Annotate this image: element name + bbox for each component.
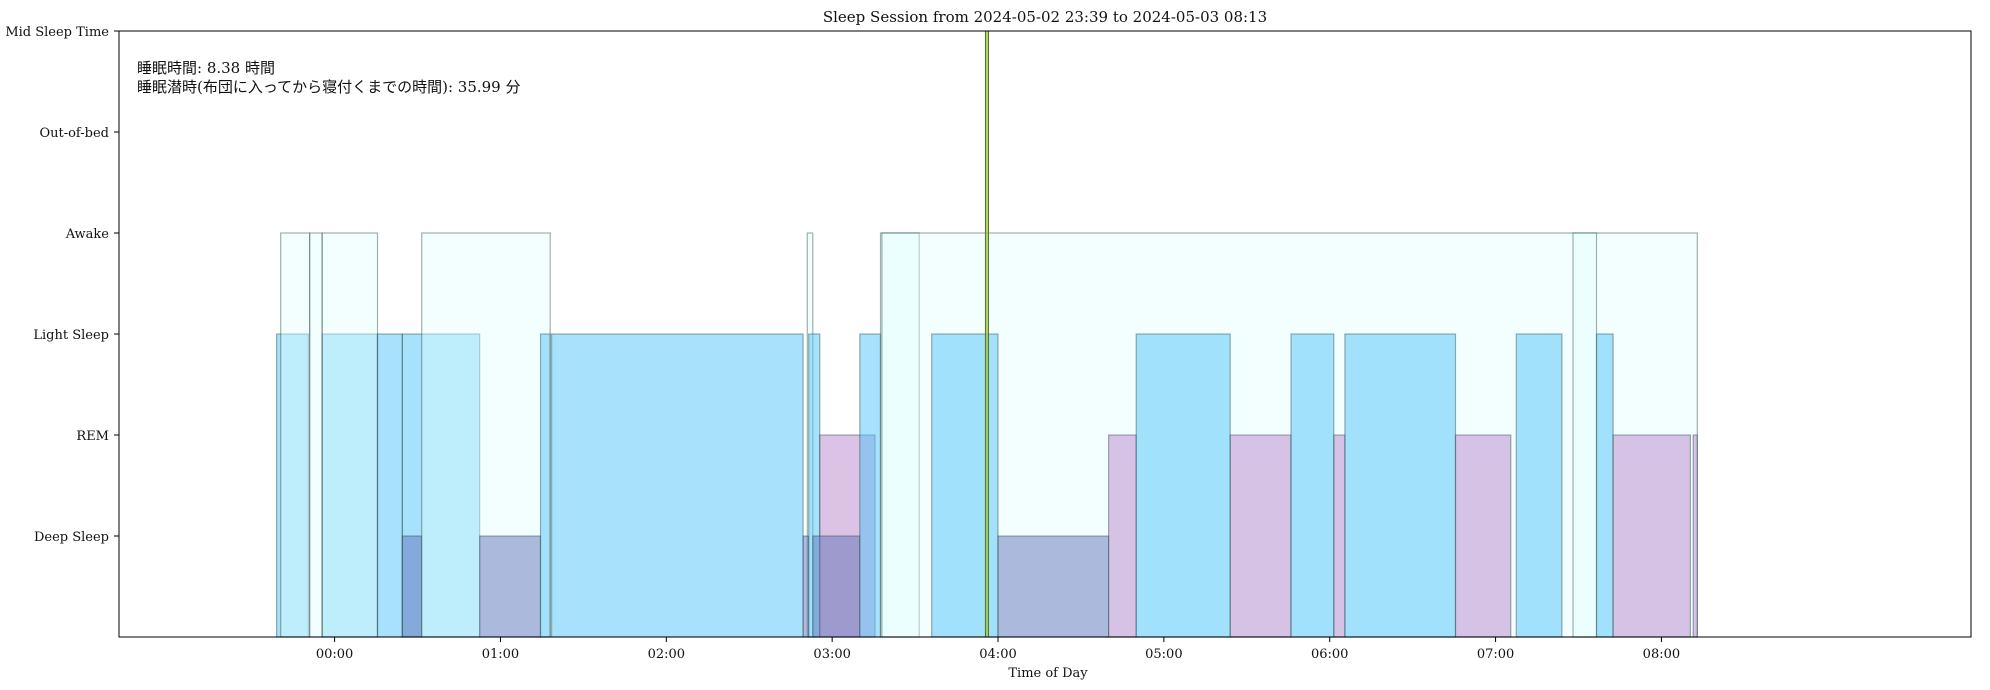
mid-sleep-line: [984, 31, 989, 637]
bar-light-sleep-27: [1344, 333, 1457, 638]
bar-rem-32: [1612, 434, 1692, 638]
x-tick-label-0300: 03:00: [813, 647, 850, 662]
bar-light-sleep-25: [1290, 333, 1335, 638]
x-tick-label-0400: 04:00: [979, 647, 1016, 662]
x-tick-label-0600: 06:00: [1311, 647, 1348, 662]
bar-rem-33: [1692, 434, 1698, 638]
bar-light-sleep-17: [859, 333, 882, 638]
bar-deep-sleep-9: [479, 535, 542, 638]
bar-light-sleep-11: [550, 333, 804, 638]
bar-light-sleep-10: [539, 333, 551, 638]
bar-light-sleep-6: [401, 333, 481, 638]
bar-light-sleep-5: [376, 333, 403, 638]
bar-deep-sleep-13: [802, 535, 810, 638]
x-axis-label: Time of Day: [1008, 666, 1088, 681]
bar-light-sleep-31: [1595, 333, 1614, 638]
x-tick-label-0800: 08:00: [1643, 647, 1680, 662]
x-tick-label-0100: 01:00: [482, 647, 519, 662]
x-tick-label-0700: 07:00: [1477, 647, 1514, 662]
y-axis: Deep Sleep REM Light Sleep Awake Out-of-bed M…: [5, 25, 119, 545]
x-tick-label-0000: 00:00: [316, 647, 353, 662]
x-axis: 00:00 01:00 02:00 03:00 04:00 05:00 06:00 07:00…: [316, 637, 1680, 662]
bar-light-sleep-0: [276, 333, 310, 638]
bar-rem-24: [1229, 434, 1292, 638]
y-tick-label-rem: REM: [76, 429, 109, 444]
bar-rem-22: [1107, 434, 1137, 638]
y-tick-label-light-sleep: Light Sleep: [33, 328, 109, 343]
y-tick-label-out-of-bed: Out-of-bed: [39, 126, 109, 141]
bar-deep-sleep-16: [812, 535, 861, 638]
sleep-duration-annotation: 睡眠時間: 8.38 時間: [137, 59, 275, 77]
bar-rem-28: [1454, 434, 1512, 638]
bar-deep-sleep-7: [401, 535, 423, 638]
x-tick-label-0200: 02:00: [648, 647, 685, 662]
sleep-latency-annotation: 睡眠潜時(布団に入ってから寝付くまでの時間): 35.99 分: [137, 78, 521, 96]
x-tick-label-0500: 05:00: [1145, 647, 1182, 662]
bar-awake-1: [280, 232, 311, 638]
stage-bars: [276, 232, 1698, 638]
y-tick-label-awake: Awake: [65, 227, 110, 242]
bar-awake-30: [1572, 232, 1598, 638]
bar-deep-sleep-21: [997, 535, 1110, 638]
chart-title: Sleep Session from 2024-05-02 23:39 to 2…: [823, 8, 1267, 26]
bar-rem-26: [1333, 434, 1346, 638]
y-tick-label-mid-sleep-time: Mid Sleep Time: [5, 25, 109, 40]
bar-awake-18: [879, 232, 920, 638]
y-tick-label-deep-sleep: Deep Sleep: [34, 530, 109, 545]
bar-light-sleep-29: [1515, 333, 1563, 638]
bar-light-sleep-23: [1135, 333, 1231, 638]
bar-awake-2: [309, 232, 323, 638]
bar-awake-4: [321, 232, 379, 638]
bar-awake-8: [421, 232, 551, 638]
